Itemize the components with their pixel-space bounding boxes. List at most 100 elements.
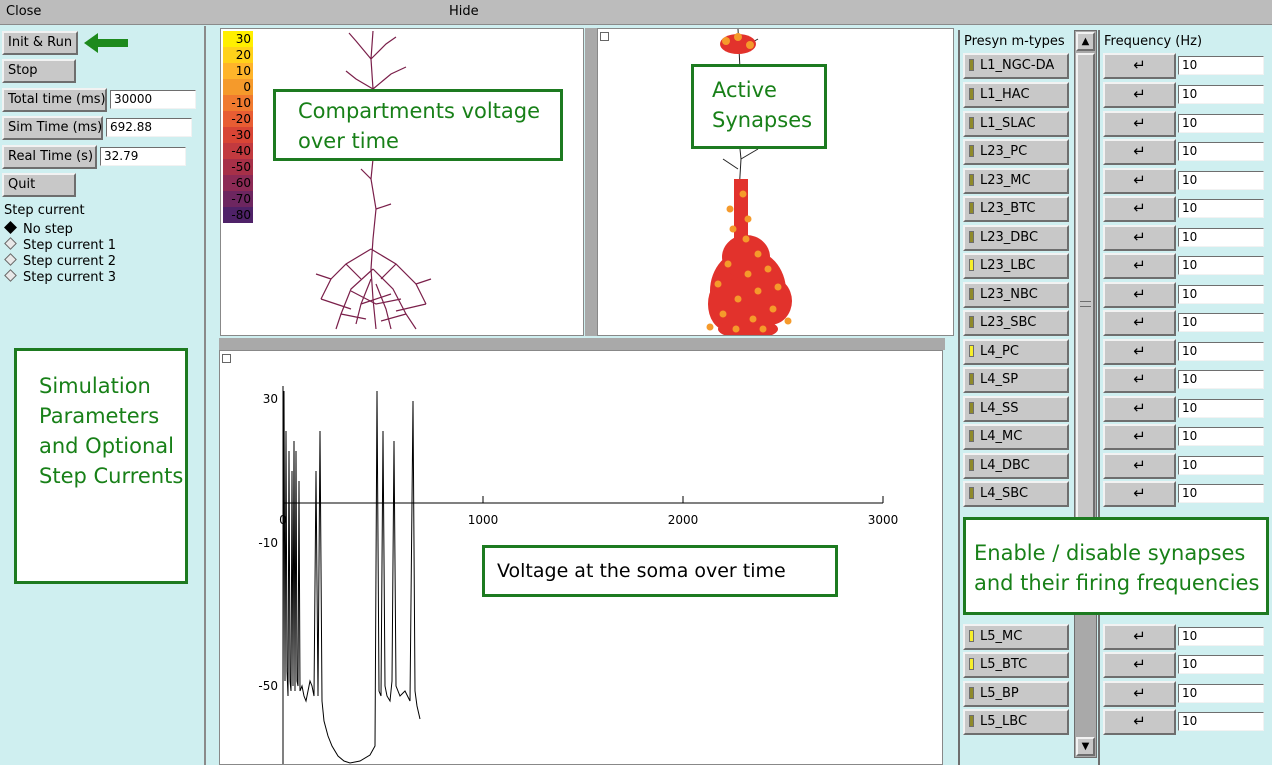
enter-icon[interactable]: ↵ bbox=[1103, 339, 1176, 365]
sim-time-button[interactable]: Sim Time (ms) bbox=[2, 116, 103, 140]
synapse-indicator-icon bbox=[969, 59, 974, 71]
frequency-field[interactable]: 10 bbox=[1178, 285, 1264, 304]
synapse-toggle-l23_dbc[interactable]: L23_DBC bbox=[963, 225, 1069, 251]
real-time-button[interactable]: Real Time (s) bbox=[2, 145, 97, 169]
hide-menu[interactable]: Hide bbox=[449, 4, 479, 19]
close-menu[interactable]: Close bbox=[6, 4, 42, 19]
plot-splitter[interactable] bbox=[219, 338, 945, 350]
colorbar-tick: 0 bbox=[243, 80, 251, 94]
frequency-field[interactable]: 10 bbox=[1178, 370, 1264, 389]
stop-button[interactable]: Stop bbox=[2, 59, 76, 83]
enter-icon[interactable]: ↵ bbox=[1103, 225, 1176, 251]
synapse-toggle-l23_nbc[interactable]: L23_NBC bbox=[963, 282, 1069, 308]
voltage-trace-plot: 30 -10 -50 0 1000 2000 3000 bbox=[258, 386, 899, 764]
frequency-field[interactable]: 10 bbox=[1178, 712, 1264, 731]
synapse-toggle-l23_sbc[interactable]: L23_SBC bbox=[963, 310, 1069, 336]
frequency-field[interactable]: 10 bbox=[1178, 399, 1264, 418]
synapse-label: L23_NBC bbox=[980, 287, 1038, 302]
radio-step-current-1[interactable]: Step current 1 bbox=[4, 237, 116, 254]
frequency-field[interactable]: 10 bbox=[1178, 114, 1264, 133]
frequency-field[interactable]: 10 bbox=[1178, 313, 1264, 332]
frequency-field[interactable]: 10 bbox=[1178, 256, 1264, 275]
enter-icon[interactable]: ↵ bbox=[1103, 253, 1176, 279]
enter-icon[interactable]: ↵ bbox=[1103, 168, 1176, 194]
frequency-field[interactable]: 10 bbox=[1178, 684, 1264, 703]
synapse-toggle-l4_mc[interactable]: L4_MC bbox=[963, 424, 1069, 450]
enter-icon[interactable]: ↵ bbox=[1103, 111, 1176, 137]
enter-icon[interactable]: ↵ bbox=[1103, 196, 1176, 222]
synapse-toggle-l1_slac[interactable]: L1_SLAC bbox=[963, 111, 1069, 137]
synapse-indicator-icon bbox=[969, 88, 974, 100]
scroll-down-icon[interactable]: ▼ bbox=[1076, 737, 1095, 756]
scroll-thumb[interactable] bbox=[1076, 53, 1095, 593]
sim-time-field[interactable]: 692.88 bbox=[106, 118, 192, 137]
enter-icon[interactable]: ↵ bbox=[1103, 82, 1176, 108]
colorbar-tick: -40 bbox=[231, 144, 251, 158]
synapse-toggle-l5_mc[interactable]: L5_MC bbox=[963, 624, 1069, 650]
synapse-toggle-l23_lbc[interactable]: L23_LBC bbox=[963, 253, 1069, 279]
synapse-toggle-l5_lbc[interactable]: L5_LBC bbox=[963, 709, 1069, 735]
synapse-toggle-l23_pc[interactable]: L23_PC bbox=[963, 139, 1069, 165]
synapse-toggle-l5_btc[interactable]: L5_BTC bbox=[963, 652, 1069, 678]
graph-corner-checkbox[interactable] bbox=[222, 354, 231, 363]
enter-icon[interactable]: ↵ bbox=[1103, 310, 1176, 336]
frequency-field[interactable]: 10 bbox=[1178, 199, 1264, 218]
radio-no-step[interactable]: No step bbox=[4, 221, 73, 238]
enter-icon[interactable]: ↵ bbox=[1103, 681, 1176, 707]
total-time-field[interactable]: 30000 bbox=[110, 90, 196, 109]
frequency-field[interactable]: 10 bbox=[1178, 142, 1264, 161]
frequency-field[interactable]: 10 bbox=[1178, 56, 1264, 75]
synapse-indicator-icon bbox=[969, 316, 974, 328]
init-run-button[interactable]: Init & Run bbox=[2, 31, 78, 55]
frequency-field[interactable]: 10 bbox=[1178, 171, 1264, 190]
synapse-toggle-l5_bp[interactable]: L5_BP bbox=[963, 681, 1069, 707]
synapse-toggle-l4_sp[interactable]: L4_SP bbox=[963, 367, 1069, 393]
frequency-field[interactable]: 10 bbox=[1178, 627, 1264, 646]
synapse-indicator-icon bbox=[969, 231, 974, 243]
synapse-toggle-l23_mc[interactable]: L23_MC bbox=[963, 168, 1069, 194]
synapse-toggle-l1_ngc-da[interactable]: L1_NGC-DA bbox=[963, 53, 1069, 79]
enter-icon[interactable]: ↵ bbox=[1103, 624, 1176, 650]
enter-icon[interactable]: ↵ bbox=[1103, 709, 1176, 735]
colorbar-swatch: -60 bbox=[223, 175, 253, 191]
colorbar-tick: 30 bbox=[235, 32, 251, 46]
synapse-scrollbar[interactable]: ▲ ▼ bbox=[1074, 30, 1097, 758]
scroll-up-icon[interactable]: ▲ bbox=[1076, 32, 1095, 51]
radio-step-current-2[interactable]: Step current 2 bbox=[4, 253, 116, 270]
synapse-indicator-icon bbox=[969, 174, 974, 186]
frequency-field[interactable]: 10 bbox=[1178, 456, 1264, 475]
enter-icon[interactable]: ↵ bbox=[1103, 53, 1176, 79]
enter-icon[interactable]: ↵ bbox=[1103, 282, 1176, 308]
total-time-button[interactable]: Total time (ms) bbox=[2, 88, 107, 112]
colorbar-swatch: -20 bbox=[223, 111, 253, 127]
frequency-field[interactable]: 10 bbox=[1178, 342, 1264, 361]
synapse-toggle-l1_hac[interactable]: L1_HAC bbox=[963, 82, 1069, 108]
view-splitter[interactable] bbox=[585, 28, 597, 336]
x-tick-label: 3000 bbox=[868, 513, 899, 527]
enter-icon[interactable]: ↵ bbox=[1103, 424, 1176, 450]
frequency-field[interactable]: 10 bbox=[1178, 228, 1264, 247]
synapse-indicator-icon bbox=[969, 259, 974, 271]
enter-icon[interactable]: ↵ bbox=[1103, 481, 1176, 507]
synapse-indicator-icon bbox=[969, 117, 974, 129]
synapse-toggle-l4_sbc[interactable]: L4_SBC bbox=[963, 481, 1069, 507]
enter-icon[interactable]: ↵ bbox=[1103, 453, 1176, 479]
synapse-toggle-l4_dbc[interactable]: L4_DBC bbox=[963, 453, 1069, 479]
synapse-toggle-l4_pc[interactable]: L4_PC bbox=[963, 339, 1069, 365]
enter-icon[interactable]: ↵ bbox=[1103, 367, 1176, 393]
synapse-indicator-icon bbox=[969, 459, 974, 471]
frequency-field[interactable]: 10 bbox=[1178, 655, 1264, 674]
quit-button[interactable]: Quit bbox=[2, 173, 76, 197]
frequency-field[interactable]: 10 bbox=[1178, 85, 1264, 104]
enter-icon[interactable]: ↵ bbox=[1103, 652, 1176, 678]
frequency-field[interactable]: 10 bbox=[1178, 427, 1264, 446]
view-corner-checkbox[interactable] bbox=[600, 32, 609, 41]
synapse-toggle-l23_btc[interactable]: L23_BTC bbox=[963, 196, 1069, 222]
frequency-field[interactable]: 10 bbox=[1178, 484, 1264, 503]
real-time-field[interactable]: 32.79 bbox=[100, 147, 186, 166]
radio-step-current-3[interactable]: Step current 3 bbox=[4, 269, 116, 286]
colorbar-swatch: -30 bbox=[223, 127, 253, 143]
synapse-toggle-l4_ss[interactable]: L4_SS bbox=[963, 396, 1069, 422]
enter-icon[interactable]: ↵ bbox=[1103, 396, 1176, 422]
enter-icon[interactable]: ↵ bbox=[1103, 139, 1176, 165]
